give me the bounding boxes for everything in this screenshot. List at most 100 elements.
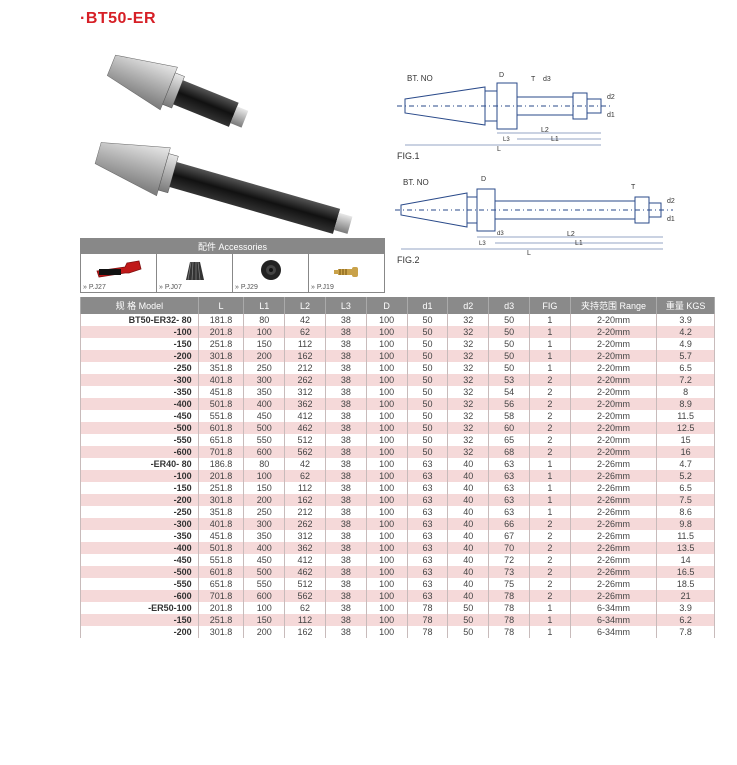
cell-model: -600 — [81, 590, 199, 602]
cell-value: 2-20mm — [570, 386, 656, 398]
cell-value: 5.7 — [657, 350, 715, 362]
cell-value: 1 — [529, 458, 570, 470]
cell-model: -200 — [81, 494, 199, 506]
svg-text:d1: d1 — [667, 216, 675, 223]
cell-value: 3.9 — [657, 314, 715, 326]
cell-value: 2-20mm — [570, 326, 656, 338]
cell-value: 2-20mm — [570, 446, 656, 458]
cell-value: 250 — [244, 362, 285, 374]
cell-value: 50 — [489, 326, 530, 338]
cell-value: 100 — [366, 518, 407, 530]
cell-value: 60 — [489, 422, 530, 434]
cell-value: 32 — [448, 350, 489, 362]
cell-value: 651.8 — [198, 434, 244, 446]
cell-value: 58 — [489, 410, 530, 422]
cell-value: 38 — [325, 434, 366, 446]
cell-value: 66 — [489, 518, 530, 530]
accessories-box: 配件 Accessories » P.J27 — [80, 238, 385, 293]
cell-value: 38 — [325, 542, 366, 554]
cell-value: 2-20mm — [570, 338, 656, 350]
cell-value: 38 — [325, 362, 366, 374]
cell-value: 38 — [325, 326, 366, 338]
cell-value: 50 — [407, 446, 448, 458]
table-row: -150251.81501123810078507816-34mm6.2 — [81, 614, 715, 626]
accessory-label: » P.J07 — [157, 284, 232, 292]
cell-value: 1 — [529, 494, 570, 506]
cell-value: 1 — [529, 614, 570, 626]
cell-value: 2-20mm — [570, 422, 656, 434]
cell-value: 32 — [448, 434, 489, 446]
cell-model: -100 — [81, 326, 199, 338]
cell-value: 40 — [448, 458, 489, 470]
cell-value: 201.8 — [198, 602, 244, 614]
cell-value: 40 — [448, 542, 489, 554]
cell-value: 100 — [244, 470, 285, 482]
cell-value: 50 — [407, 314, 448, 326]
right-column: BT. NO D T d3 d2 d1 L2 L3 L1 L — [393, 34, 715, 293]
cell-value: 2 — [529, 554, 570, 566]
cell-value: 5.2 — [657, 470, 715, 482]
cell-value: 62 — [285, 602, 326, 614]
cell-value: 2 — [529, 386, 570, 398]
cell-value: 63 — [407, 518, 448, 530]
cell-value: 80 — [244, 458, 285, 470]
cell-value: 32 — [448, 386, 489, 398]
cell-value: 600 — [244, 590, 285, 602]
cell-value: 16.5 — [657, 566, 715, 578]
cell-value: 2 — [529, 398, 570, 410]
cell-value: 412 — [285, 554, 326, 566]
cell-value: 562 — [285, 590, 326, 602]
cell-value: 14 — [657, 554, 715, 566]
cell-value: 100 — [366, 398, 407, 410]
cell-value: 2 — [529, 542, 570, 554]
cell-value: 350 — [244, 530, 285, 542]
catalog-page: ·BT50-ER — [0, 0, 737, 644]
cell-value: 201.8 — [198, 470, 244, 482]
cell-value: 501.8 — [198, 398, 244, 410]
cell-value: 32 — [448, 338, 489, 350]
cell-model: -ER50-100 — [81, 602, 199, 614]
cell-value: 40 — [448, 566, 489, 578]
cell-value: 2 — [529, 434, 570, 446]
cell-value: 351.8 — [198, 362, 244, 374]
cell-value: 38 — [325, 530, 366, 542]
cell-value: 150 — [244, 614, 285, 626]
cell-value: 70 — [489, 542, 530, 554]
cell-value: 65 — [489, 434, 530, 446]
cell-value: 2-20mm — [570, 410, 656, 422]
cell-value: 1 — [529, 362, 570, 374]
svg-text:d3: d3 — [543, 76, 551, 83]
cell-value: 40 — [448, 590, 489, 602]
cell-value: 53 — [489, 374, 530, 386]
cell-value: 32 — [448, 326, 489, 338]
th-L: L — [198, 297, 244, 314]
table-row: -300401.83002623810063406622-26mm9.8 — [81, 518, 715, 530]
cell-value: 38 — [325, 446, 366, 458]
cell-value: 50 — [407, 386, 448, 398]
cell-value: 78 — [407, 626, 448, 638]
cell-value: 13.5 — [657, 542, 715, 554]
svg-text:L3: L3 — [479, 241, 486, 247]
cell-value: 11.5 — [657, 530, 715, 542]
th-range: 夹持范围 Range — [570, 297, 656, 314]
table-row: -100201.8100623810063406312-26mm5.2 — [81, 470, 715, 482]
cell-value: 1 — [529, 626, 570, 638]
svg-text:L3: L3 — [503, 137, 510, 143]
cell-value: 50 — [489, 350, 530, 362]
cell-value: 32 — [448, 314, 489, 326]
cell-value: 100 — [366, 554, 407, 566]
cell-value: 4.2 — [657, 326, 715, 338]
cell-value: 362 — [285, 542, 326, 554]
cell-model: -600 — [81, 446, 199, 458]
table-row: -150251.81501123810063406312-26mm6.5 — [81, 482, 715, 494]
cell-value: 50 — [407, 338, 448, 350]
cell-value: 2-20mm — [570, 398, 656, 410]
cell-value: 78 — [407, 602, 448, 614]
table-row: -450551.84504123810063407222-26mm14 — [81, 554, 715, 566]
cell-value: 38 — [325, 422, 366, 434]
cell-value: 7.5 — [657, 494, 715, 506]
cell-value: 63 — [407, 554, 448, 566]
cell-value: 400 — [244, 398, 285, 410]
cell-value: 50 — [407, 362, 448, 374]
cell-value: 251.8 — [198, 482, 244, 494]
